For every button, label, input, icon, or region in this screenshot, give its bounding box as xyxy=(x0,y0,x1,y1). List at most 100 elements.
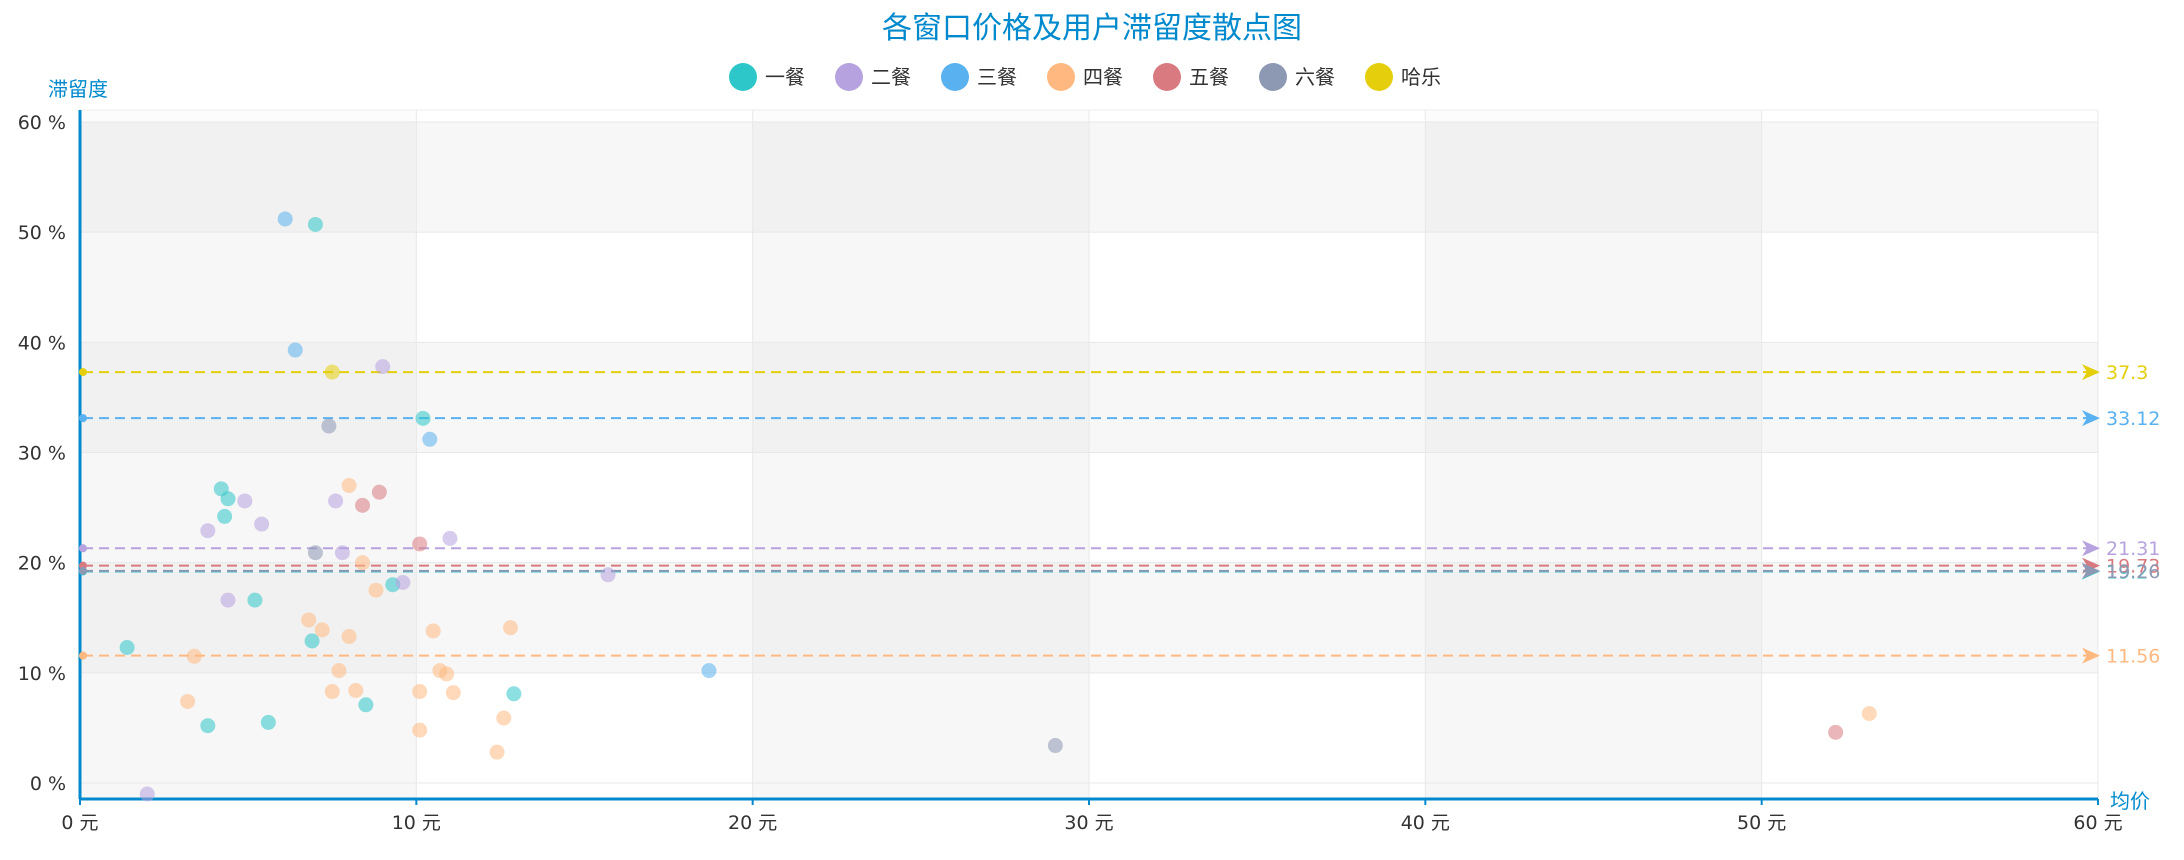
y-tick-label: 10 % xyxy=(18,663,66,685)
data-point xyxy=(600,567,616,583)
data-point xyxy=(200,718,216,734)
data-point xyxy=(371,484,387,500)
data-point xyxy=(368,582,384,598)
legend-marker xyxy=(835,63,863,91)
legend-item[interactable]: 哈乐 xyxy=(1365,63,1441,91)
legend-label: 五餐 xyxy=(1189,65,1229,89)
data-point xyxy=(301,612,317,628)
mean-line-label: 37.3 xyxy=(2106,362,2148,384)
legend-item[interactable]: 六餐 xyxy=(1259,63,1335,91)
data-point xyxy=(314,622,330,638)
mean-line-label: 19.73 xyxy=(2106,556,2160,578)
y-tick-label: 40 % xyxy=(18,332,66,354)
y-tick-label: 60 % xyxy=(18,112,66,134)
data-point xyxy=(445,685,461,701)
data-point xyxy=(247,592,263,608)
legend-item[interactable]: 二餐 xyxy=(835,63,911,91)
chart-title: 各窗口价格及用户滞留度散点图 xyxy=(882,11,1302,46)
data-point xyxy=(341,628,357,644)
tick-labels: 0 元 10 元 20 元 30 元 40 元 50 元 60 元 0 % 10 % 20 % 30… xyxy=(18,112,2123,834)
data-point xyxy=(321,418,337,434)
data-point xyxy=(415,410,431,426)
data-point xyxy=(496,710,512,726)
data-points xyxy=(119,211,1877,802)
data-point xyxy=(220,592,236,608)
data-point xyxy=(503,620,519,636)
data-point xyxy=(307,216,323,232)
data-point xyxy=(412,536,428,552)
y-tick-label: 0 % xyxy=(30,773,66,795)
plot-band-vertical xyxy=(1761,110,2098,799)
legend-item[interactable]: 四餐 xyxy=(1047,63,1123,91)
mean-line-arrow xyxy=(2082,562,2100,579)
data-point xyxy=(237,493,253,509)
x-tick-label: 30 元 xyxy=(1064,812,1113,834)
data-point xyxy=(341,478,357,494)
plot-band-vertical xyxy=(1425,110,1762,799)
data-point xyxy=(304,633,320,649)
legend-marker xyxy=(1153,63,1181,91)
legend-label: 四餐 xyxy=(1083,65,1123,89)
mean-line-arrow xyxy=(2082,647,2100,664)
data-point xyxy=(358,697,374,713)
data-point xyxy=(489,744,505,760)
data-point xyxy=(422,431,438,447)
mean-line-label: 33.12 xyxy=(2106,408,2160,430)
mean-line-arrow xyxy=(2082,540,2100,557)
data-point xyxy=(701,663,717,679)
x-tick-label: 60 元 xyxy=(2073,812,2122,834)
plot-band-vertical xyxy=(80,110,417,799)
data-point xyxy=(277,211,293,227)
legend-marker xyxy=(941,63,969,91)
x-tick-label: 50 元 xyxy=(1737,812,1786,834)
legend-marker xyxy=(1047,63,1075,91)
data-point xyxy=(186,648,202,664)
legend-item[interactable]: 三餐 xyxy=(941,63,1017,91)
legend[interactable]: 一餐 二餐 三餐 四餐 五餐 六餐 哈乐 xyxy=(729,63,1441,91)
data-point xyxy=(119,639,135,655)
data-point xyxy=(331,663,347,679)
data-point xyxy=(1047,738,1063,754)
data-point xyxy=(180,693,196,709)
data-point xyxy=(439,666,455,682)
legend-label: 六餐 xyxy=(1295,65,1335,89)
data-point xyxy=(355,555,371,571)
legend-marker xyxy=(1365,63,1393,91)
legend-item[interactable]: 一餐 xyxy=(729,63,805,91)
data-point xyxy=(328,493,344,509)
legend-label: 一餐 xyxy=(765,65,805,89)
mean-line-label: 19.26 xyxy=(2106,561,2160,583)
data-point xyxy=(139,786,155,802)
data-point xyxy=(348,682,364,698)
x-axis-label: 均价 xyxy=(2110,789,2150,813)
grid-lines xyxy=(80,109,2099,799)
data-point xyxy=(506,686,522,702)
x-tick-label: 0 元 xyxy=(61,812,98,834)
data-point xyxy=(1861,706,1877,722)
data-point xyxy=(324,364,340,380)
legend-label: 哈乐 xyxy=(1401,65,1441,89)
data-point xyxy=(324,684,340,700)
y-tick-label: 20 % xyxy=(18,553,66,575)
legend-item[interactable]: 五餐 xyxy=(1153,63,1229,91)
x-tick-label: 40 元 xyxy=(1401,812,1450,834)
data-point xyxy=(425,623,441,639)
legend-marker xyxy=(1259,63,1287,91)
data-point xyxy=(375,359,391,375)
mean-line-arrow xyxy=(2082,410,2100,427)
mean-line-label: 11.56 xyxy=(2106,646,2160,668)
x-tick-label: 20 元 xyxy=(728,812,777,834)
data-point xyxy=(200,523,216,539)
data-point xyxy=(412,722,428,738)
data-point xyxy=(412,684,428,700)
plot-band-vertical xyxy=(416,110,753,799)
y-tick-label: 50 % xyxy=(18,222,66,244)
legend-label: 二餐 xyxy=(871,65,911,89)
plot-band-vertical xyxy=(1089,110,1426,799)
data-point xyxy=(220,491,236,507)
data-point xyxy=(217,508,233,524)
data-point xyxy=(395,574,411,590)
